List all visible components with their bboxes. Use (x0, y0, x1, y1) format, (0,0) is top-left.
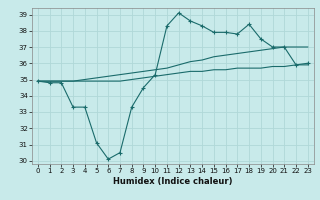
X-axis label: Humidex (Indice chaleur): Humidex (Indice chaleur) (113, 177, 233, 186)
